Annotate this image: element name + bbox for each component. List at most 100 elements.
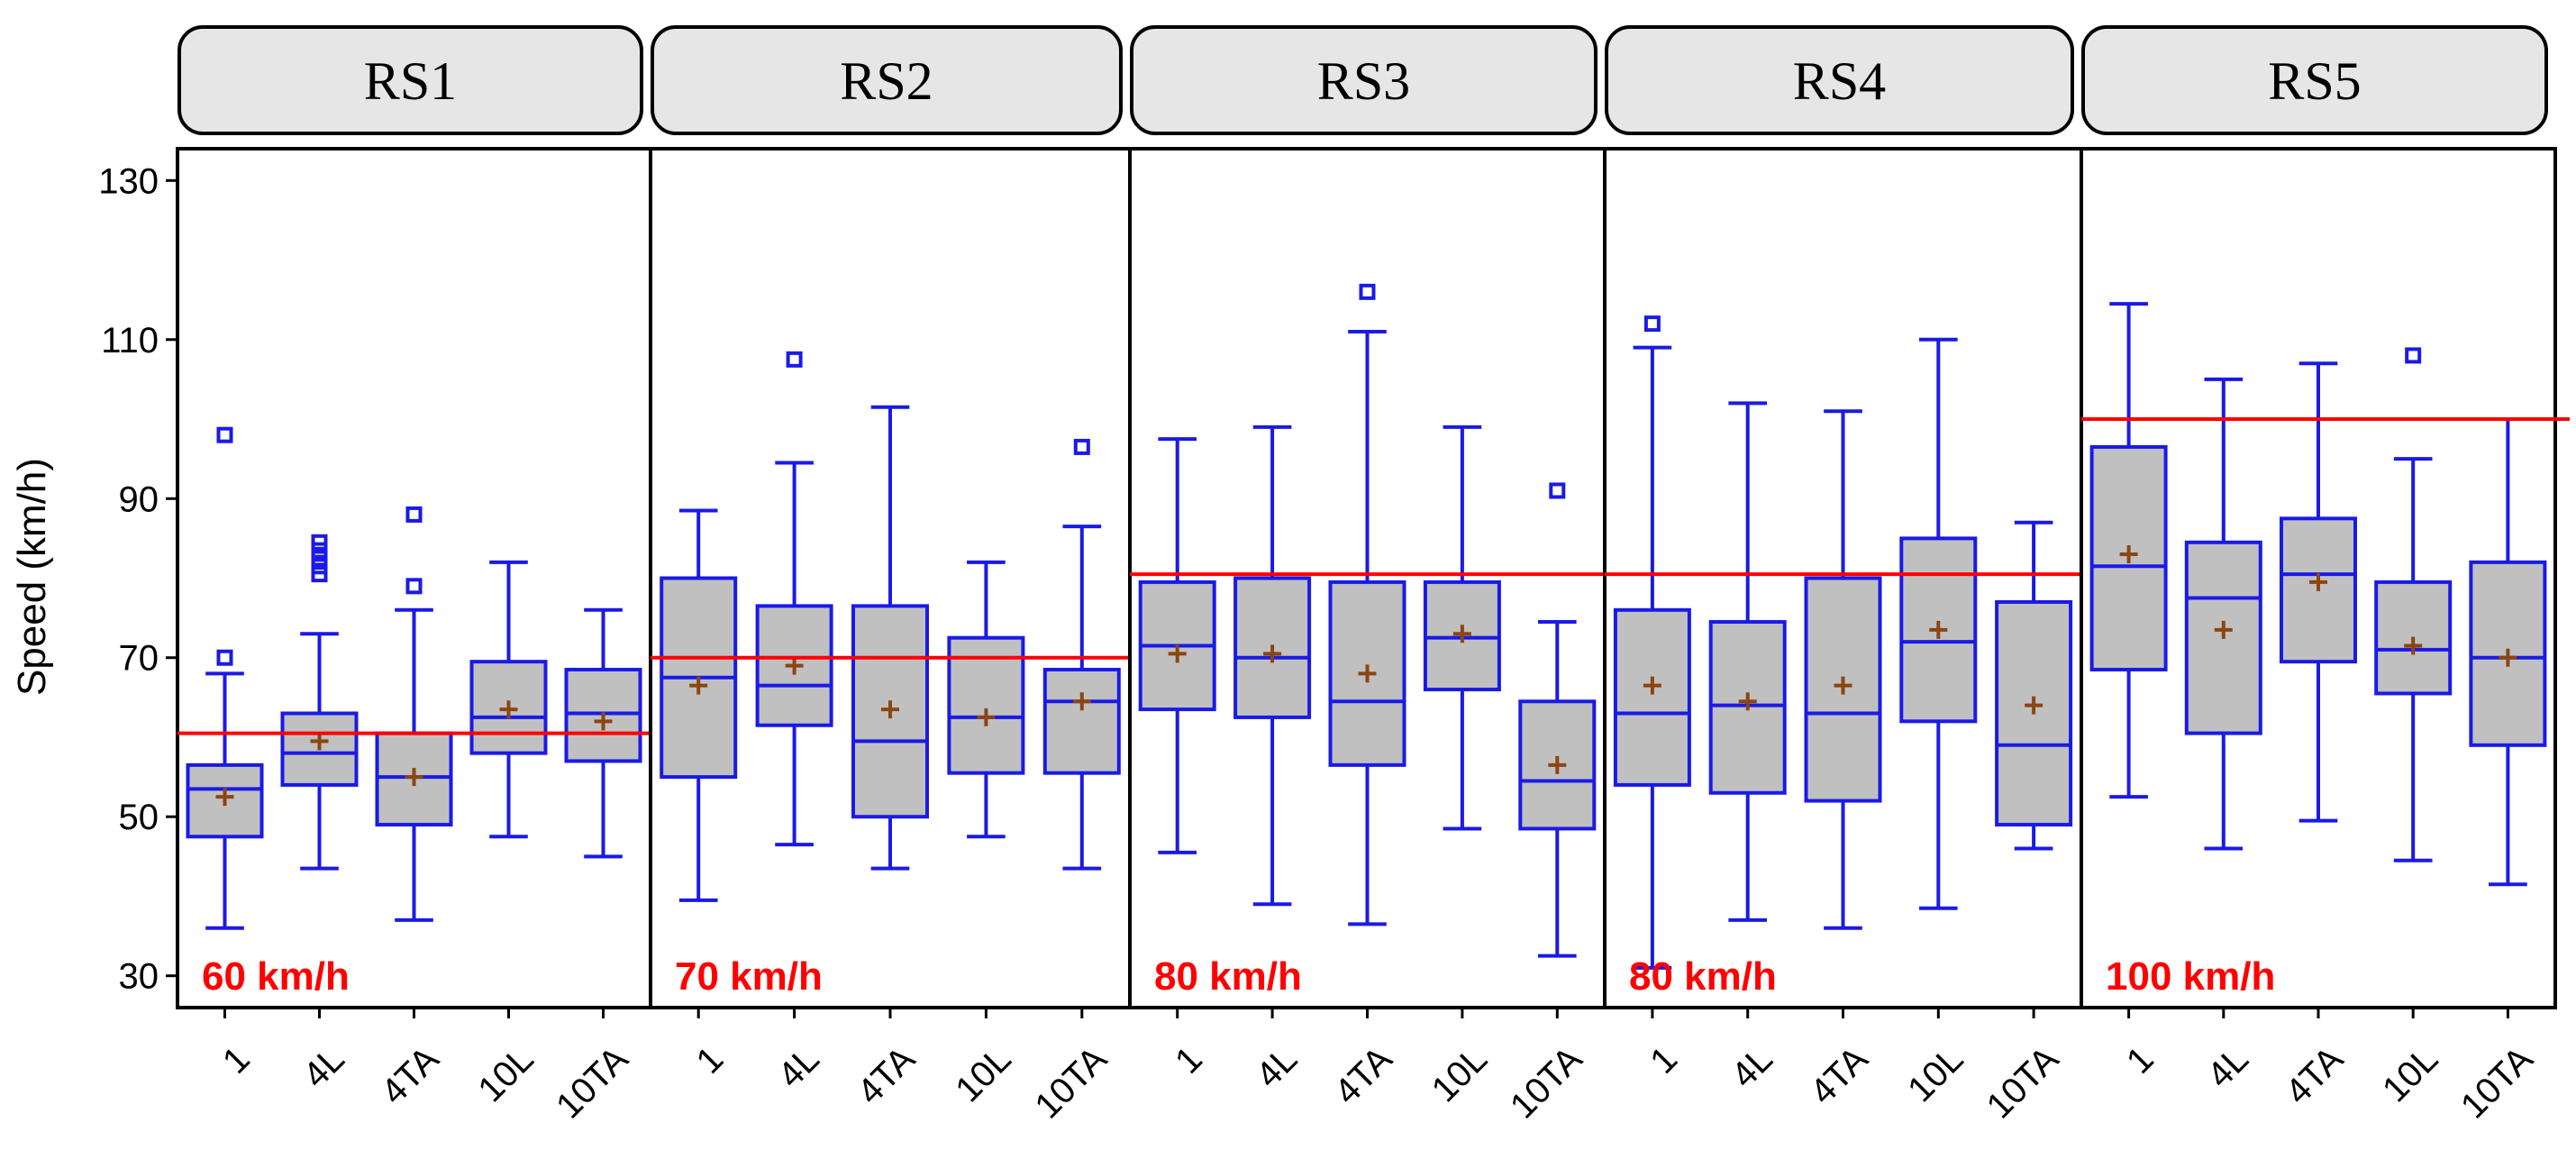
panel-strip — [1605, 25, 2074, 135]
mean-marker — [310, 732, 329, 751]
mean-marker — [785, 656, 804, 675]
panel-strip-label: RS1 — [364, 51, 457, 111]
x-tick-label: 10L — [1900, 1039, 1971, 1109]
y-tick-label: 70 — [119, 639, 159, 679]
mean-marker — [2404, 636, 2423, 655]
x-tick-label: 10TA — [1027, 1039, 1115, 1127]
panel-strip-label: RS2 — [840, 51, 933, 111]
panel-rs2: 1 4L 4TA 10L 10TA 70 km/h — [649, 147, 1132, 1127]
x-tick-label: 1 — [1168, 1039, 1210, 1082]
outlier-point — [216, 426, 233, 443]
panel-strip-label: RS5 — [2268, 51, 2361, 111]
y-tick-label: 50 — [119, 798, 159, 837]
box-1: 1 — [1613, 315, 1691, 1082]
y-tick-label: 90 — [119, 479, 159, 519]
y-tick-label: 110 — [101, 321, 159, 361]
y-tick-label: 30 — [119, 957, 159, 997]
x-tick-label: 4L — [2199, 1039, 2256, 1096]
mean-marker — [689, 676, 708, 695]
x-tick-label: 4L — [1249, 1039, 1306, 1096]
box-4ta: 4TA — [2278, 361, 2357, 1112]
speed-limit-label: 80 km/h — [1154, 954, 1302, 999]
x-tick-label: 4TA — [1803, 1039, 1876, 1112]
x-tick-label: 4L — [1724, 1039, 1780, 1096]
panel-strip — [2081, 25, 2548, 135]
outlier-point — [311, 534, 328, 551]
outlier-point — [405, 578, 423, 595]
x-tick-label: 1 — [2119, 1039, 2162, 1082]
mean-marker — [881, 700, 899, 719]
panel-strip-label: RS3 — [1317, 51, 1410, 111]
iqr-box — [947, 635, 1025, 775]
y-tick-label: 130 — [98, 161, 159, 201]
mean-marker — [1738, 692, 1757, 711]
box-1: 1 — [660, 508, 738, 1082]
x-tick-label: 4TA — [374, 1039, 447, 1112]
x-tick-label: 4L — [770, 1039, 827, 1096]
speed-limit-label: 80 km/h — [1629, 954, 1777, 999]
box-4l: 4L — [1708, 401, 1787, 1096]
outlier-point — [1643, 315, 1661, 333]
mean-marker — [1358, 664, 1377, 683]
mean-marker — [1643, 676, 1661, 695]
x-tick-label: 10TA — [1503, 1039, 1590, 1127]
mean-marker — [977, 707, 996, 726]
panel-rs4: 1 4L 4TA 10L 10TA 80 km/h — [1603, 147, 2083, 1127]
outlier-point — [1359, 283, 1376, 300]
panel-strip — [651, 25, 1123, 135]
x-tick-label: 4TA — [850, 1039, 923, 1112]
iqr-box — [1518, 699, 1597, 831]
panel-rs5: 1 4L 4TA 10L 10TA 100 km/h — [2080, 147, 2570, 1127]
mean-marker — [2119, 545, 2138, 564]
mean-marker — [1548, 755, 1567, 774]
panel-strip-label: RS4 — [1793, 51, 1886, 111]
panel-strip — [1130, 25, 1597, 135]
speed-limit-label: 70 km/h — [675, 954, 823, 999]
x-tick-label: 4TA — [1327, 1039, 1400, 1112]
x-tick-label: 10L — [470, 1039, 541, 1109]
mean-marker — [2309, 572, 2327, 591]
mean-marker — [1929, 620, 1948, 639]
iqr-box — [1995, 599, 2073, 827]
mean-marker — [1072, 692, 1091, 711]
outlier-point — [1073, 438, 1090, 455]
x-tick-label: 1 — [1643, 1039, 1685, 1082]
x-tick-label: 4TA — [2278, 1039, 2351, 1112]
panel-rs1: 1 4L 4TA 10L 10TA 60 km/h — [176, 147, 652, 1127]
outlier-point — [405, 506, 423, 523]
mean-marker — [405, 768, 423, 787]
iqr-box — [1613, 607, 1691, 787]
mean-marker — [499, 700, 518, 719]
x-tick-label: 10TA — [1980, 1039, 2067, 1127]
mean-marker — [1834, 676, 1852, 695]
outlier-point — [1549, 482, 1566, 499]
mean-marker — [594, 712, 613, 731]
y-axis-label: Speed (km/h) — [10, 458, 54, 696]
x-tick-label: 10L — [948, 1039, 1018, 1109]
x-tick-label: 1 — [689, 1039, 732, 1082]
speed-limit-label: 60 km/h — [202, 954, 350, 999]
box-10l: 10L — [947, 560, 1025, 1109]
mean-marker — [2214, 620, 2233, 639]
x-tick-label: 10TA — [2453, 1039, 2541, 1127]
mean-marker — [2025, 696, 2044, 715]
box-1: 1 — [2089, 302, 2168, 1082]
panel-strip — [177, 25, 643, 135]
iqr-box — [1042, 667, 1121, 775]
x-tick-label: 10L — [1425, 1039, 1495, 1109]
y-axis: 30 50 70 90 110 130 — [98, 161, 177, 997]
outlier-point — [2405, 347, 2422, 364]
mean-marker — [1168, 644, 1187, 663]
panel-rs3: 1 4L 4TA 10L 10TA 80 km/h — [1128, 147, 1607, 1127]
x-tick-label: 10L — [2375, 1039, 2445, 1109]
mean-marker — [215, 788, 234, 807]
panel-strips: RS1 RS2 RS3 RS4 RS5 — [177, 25, 2548, 135]
x-tick-label: 4L — [296, 1039, 352, 1096]
mean-marker — [1263, 644, 1282, 663]
outlier-point — [216, 649, 233, 666]
x-tick-label: 10TA — [549, 1039, 636, 1127]
x-tick-label: 1 — [215, 1039, 258, 1082]
mean-marker — [2499, 648, 2517, 667]
